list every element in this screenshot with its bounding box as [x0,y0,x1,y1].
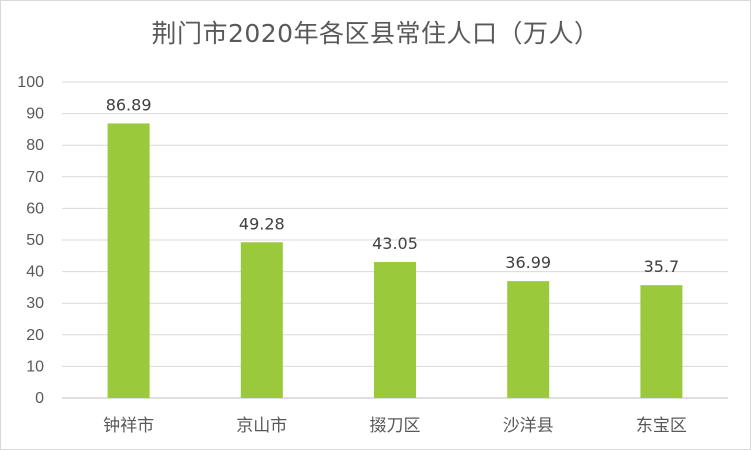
bar [107,123,150,398]
x-tick-label: 沙洋县 [503,416,554,436]
y-tick-label: 40 [26,264,44,281]
data-label: 36.99 [505,253,551,272]
data-label: 43.05 [372,234,418,253]
x-tick-label: 掇刀区 [370,416,421,436]
bar [640,285,683,398]
bar [374,261,416,398]
x-tick-label: 京山市 [236,416,287,436]
data-label: 49.28 [239,214,285,233]
bar [507,281,550,398]
y-tick-label: 50 [26,232,44,249]
y-tick-label: 30 [26,295,44,312]
y-tick-label: 80 [26,137,44,154]
data-label: 86.89 [106,95,152,114]
y-tick-label: 10 [26,358,44,375]
y-tick-label: 90 [26,106,44,123]
chart-title: 荆门市2020年各区县常住人口（万人） [151,19,600,48]
data-label: 35.7 [644,257,680,276]
bar [240,242,283,398]
y-tick-label: 60 [26,200,44,217]
x-tick-label: 东宝区 [636,416,687,436]
y-tick-label: 20 [26,327,44,344]
y-tick-label: 100 [17,74,44,91]
y-tick-label: 0 [35,390,44,407]
x-tick-label: 钟祥市 [103,416,154,436]
y-tick-label: 70 [26,169,44,186]
